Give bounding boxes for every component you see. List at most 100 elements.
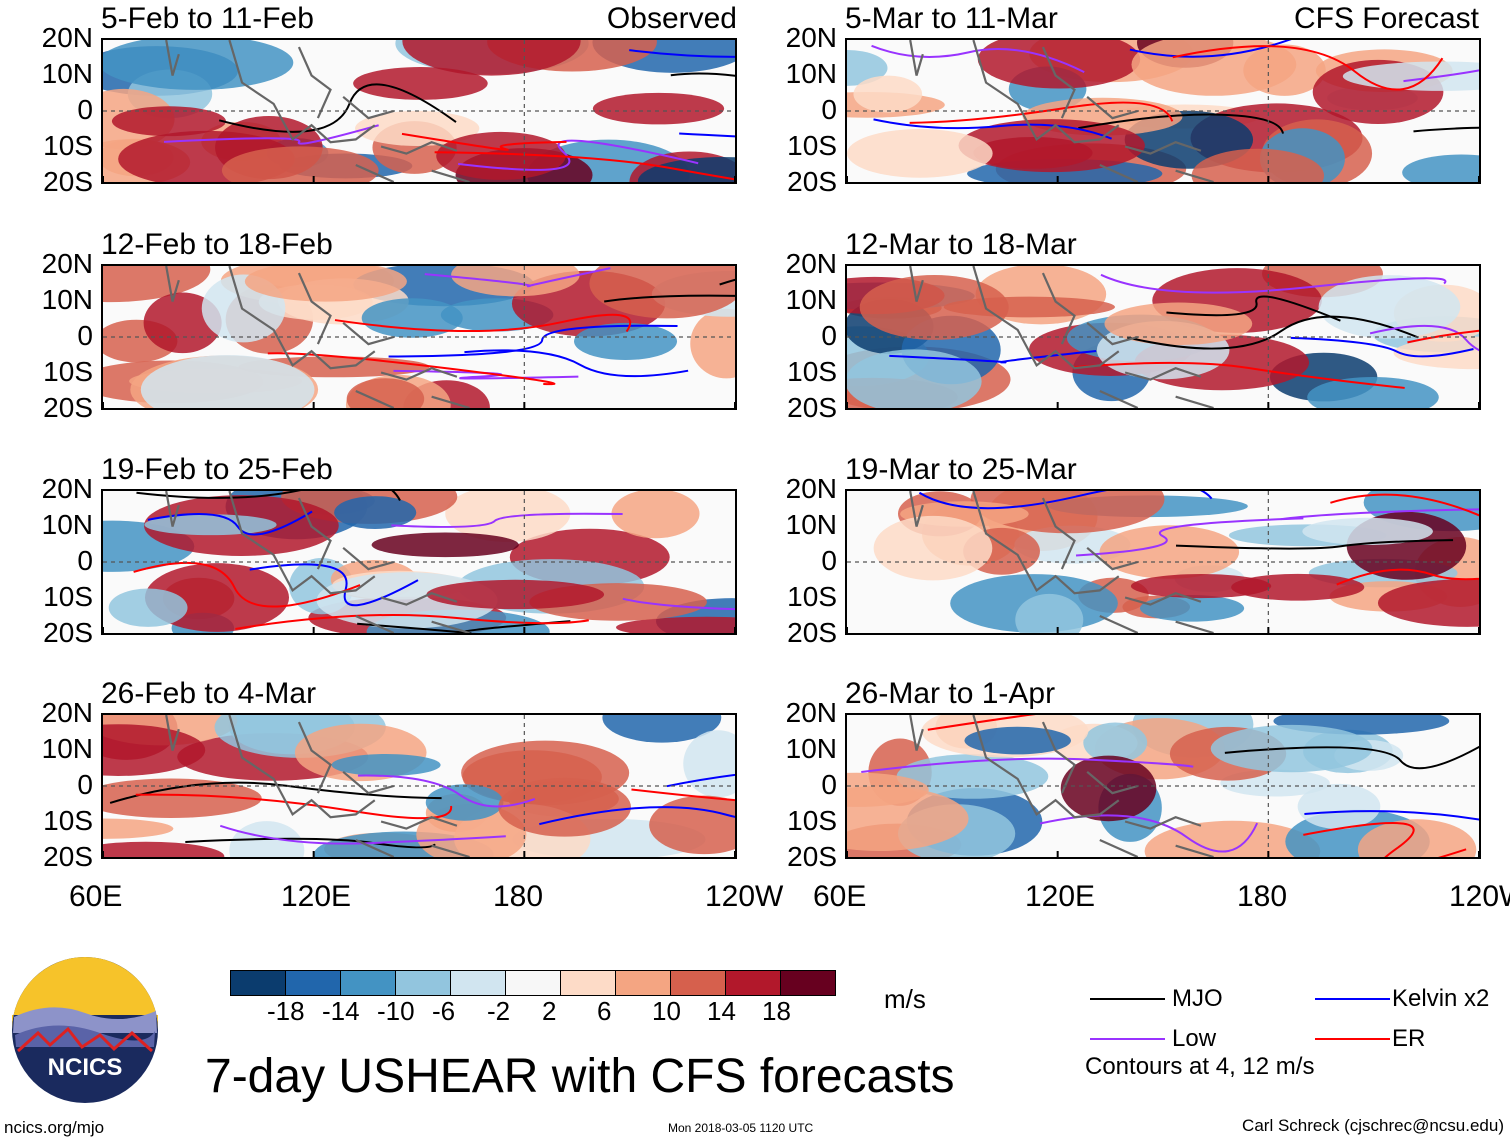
colorbar-tick-label: 2 (542, 996, 557, 1026)
shading-blob (498, 777, 631, 837)
timestamp: Mon 2018-03-05 1120 UTC (668, 1121, 814, 1135)
contour-0 (357, 620, 571, 633)
shading-blob (649, 795, 735, 855)
contour-2 (219, 824, 506, 845)
shading-blob (847, 129, 993, 178)
contour-1 (1304, 810, 1479, 821)
contour-3 (135, 793, 453, 820)
y-tick-label: 20S (787, 617, 837, 648)
y-tick-label: 20S (43, 841, 93, 872)
units-label: m/s (884, 984, 926, 1014)
shading-blob (1318, 275, 1461, 339)
y-tick-label: 0 (77, 94, 93, 125)
contour-0 (136, 491, 401, 501)
logo-text: NCICS (48, 1054, 123, 1081)
shading-blob (1191, 148, 1325, 182)
legend-line-0 (1090, 998, 1165, 1000)
shading-blob (103, 818, 174, 839)
y-tick-label: 0 (77, 769, 93, 800)
shading-blob (103, 841, 225, 857)
panel-title: 19-Mar to 25-Mar (845, 453, 1077, 486)
y-tick-label: 10N (41, 509, 93, 540)
field-canvas (103, 715, 735, 857)
column-label: CFS Forecast (1293, 2, 1479, 35)
colorbar-swatch (505, 970, 561, 996)
contour-2 (424, 267, 611, 288)
colorbar-swatch (725, 970, 781, 996)
field-canvas (103, 40, 735, 182)
contour-2 (357, 774, 536, 808)
coastline (166, 491, 469, 633)
shading-blob (970, 491, 1165, 534)
x-tick-label: 120E (281, 880, 352, 913)
colorbar-tick-label: -14 (322, 996, 360, 1026)
field-canvas (103, 266, 735, 408)
field-canvas (847, 715, 1479, 857)
map-panel (101, 38, 737, 184)
x-tick-label: 180 (493, 880, 544, 913)
shading-blob (1393, 336, 1479, 370)
legend-label: MJO (1172, 985, 1223, 1012)
contour-1 (1290, 336, 1474, 358)
legend-line-2 (1090, 1038, 1165, 1040)
shading-blob (896, 754, 1049, 799)
y-tick-label: 20S (43, 166, 93, 197)
contour-2 (1075, 517, 1304, 557)
y-tick-label: 10S (43, 581, 93, 612)
shading-blob (1297, 783, 1381, 830)
contour-3 (927, 715, 1036, 731)
y-tick-label: 10N (41, 58, 93, 89)
colorbar-tick-label: -6 (432, 996, 456, 1026)
shading-blob (355, 110, 480, 146)
coastline (166, 266, 469, 408)
colorbar-swatch (340, 970, 396, 996)
shading-blob (361, 298, 463, 338)
colorbar-tick-label: 18 (762, 996, 791, 1026)
chart-title: 7-day USHEAR with CFS forecasts (205, 1050, 955, 1103)
logo-redline (16, 1026, 154, 1053)
shading-blob (847, 772, 929, 807)
y-tick-label: 20N (785, 697, 837, 728)
map-panel (101, 489, 737, 635)
shading-blob (1131, 40, 1297, 96)
y-tick-label: 10S (43, 356, 93, 387)
shading-blob (111, 106, 226, 137)
colorbar-tick-label: 14 (707, 996, 736, 1026)
x-tick-label: 120W (705, 880, 784, 913)
contour-0 (1078, 113, 1285, 134)
contour-2 (1100, 273, 1447, 294)
y-tick-label: 10N (785, 58, 837, 89)
shading-blob (334, 496, 417, 529)
y-tick-label: 20N (785, 22, 837, 53)
shading-blob (451, 266, 580, 297)
contour-3 (235, 613, 589, 630)
colorbar-swatch (450, 970, 506, 996)
logo-hill-2 (15, 1025, 155, 1047)
contour-1 (539, 806, 735, 826)
y-tick-label: 0 (821, 320, 837, 351)
y-tick-label: 20S (787, 392, 837, 423)
panel-title: 26-Feb to 4-Mar (101, 677, 317, 710)
y-tick-label: 10N (41, 284, 93, 315)
contour-1 (464, 349, 689, 378)
shading-blob (103, 724, 206, 776)
contour-0 (1175, 539, 1454, 550)
colorbar-tick-label: 6 (597, 996, 612, 1026)
colorbar-swatch (395, 970, 451, 996)
contour-3 (1303, 822, 1467, 857)
coastline-group (166, 40, 469, 182)
contour-2 (163, 124, 379, 145)
shading-blob (683, 730, 735, 798)
panel-title: 12-Mar to 18-Mar (845, 228, 1077, 261)
colorbar-tick-label: -2 (487, 996, 511, 1026)
shading-blob (973, 136, 1093, 169)
contour-3 (1072, 361, 1405, 389)
coastline (910, 715, 1213, 857)
contour-1 (249, 563, 419, 607)
coastline-group (910, 40, 1213, 182)
x-tick-label: 120W (1449, 880, 1510, 913)
field-canvas (103, 491, 735, 633)
y-tick-label: 10S (787, 130, 837, 161)
shading-blob (873, 515, 993, 581)
contour-0 (1224, 745, 1479, 770)
